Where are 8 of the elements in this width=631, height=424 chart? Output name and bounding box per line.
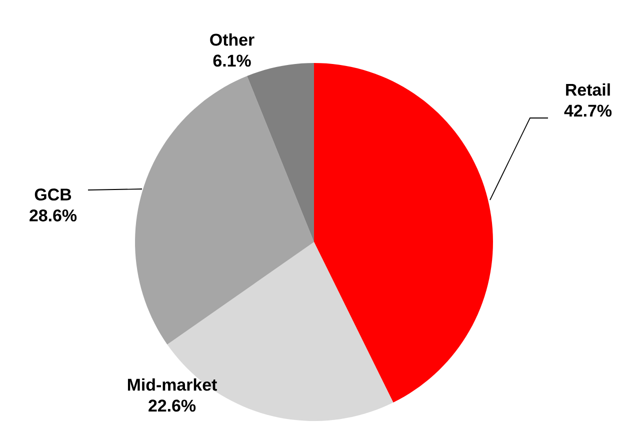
data-label: 22.6% (148, 400, 196, 412)
slice-label: Other (210, 33, 254, 46)
data-label: 28.6% (30, 209, 77, 222)
slice-label: Mid-market (128, 378, 217, 391)
slice-label: GCB (34, 188, 72, 201)
data-label: 6.1% (213, 54, 251, 67)
slice-label: Retail (566, 83, 610, 96)
data-label: 42.7% (564, 104, 612, 117)
